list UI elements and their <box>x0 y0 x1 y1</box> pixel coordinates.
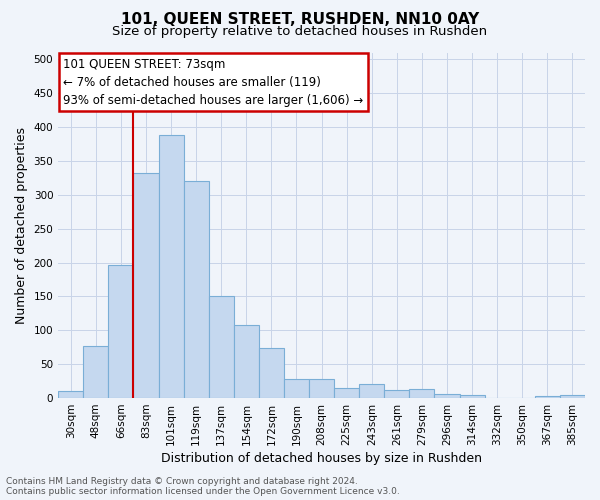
Text: 101 QUEEN STREET: 73sqm
← 7% of detached houses are smaller (119)
93% of semi-de: 101 QUEEN STREET: 73sqm ← 7% of detached… <box>64 58 364 106</box>
Bar <box>158 135 184 398</box>
Bar <box>234 325 259 398</box>
Bar <box>385 390 409 398</box>
Bar <box>334 388 359 398</box>
Bar <box>284 379 309 398</box>
Bar <box>460 396 485 398</box>
Bar <box>309 379 334 398</box>
Bar <box>359 384 385 398</box>
Bar <box>409 388 434 398</box>
Bar <box>109 264 133 398</box>
Bar <box>58 392 83 398</box>
Bar <box>434 394 460 398</box>
X-axis label: Distribution of detached houses by size in Rushden: Distribution of detached houses by size … <box>161 452 482 465</box>
Bar <box>184 180 209 398</box>
Bar <box>209 296 234 398</box>
Text: Contains HM Land Registry data © Crown copyright and database right 2024.
Contai: Contains HM Land Registry data © Crown c… <box>6 476 400 496</box>
Bar <box>535 396 560 398</box>
Text: 101, QUEEN STREET, RUSHDEN, NN10 0AY: 101, QUEEN STREET, RUSHDEN, NN10 0AY <box>121 12 479 26</box>
Text: Size of property relative to detached houses in Rushden: Size of property relative to detached ho… <box>112 25 488 38</box>
Bar <box>560 396 585 398</box>
Bar <box>133 173 158 398</box>
Bar <box>83 346 109 398</box>
Bar <box>259 348 284 398</box>
Y-axis label: Number of detached properties: Number of detached properties <box>15 127 28 324</box>
